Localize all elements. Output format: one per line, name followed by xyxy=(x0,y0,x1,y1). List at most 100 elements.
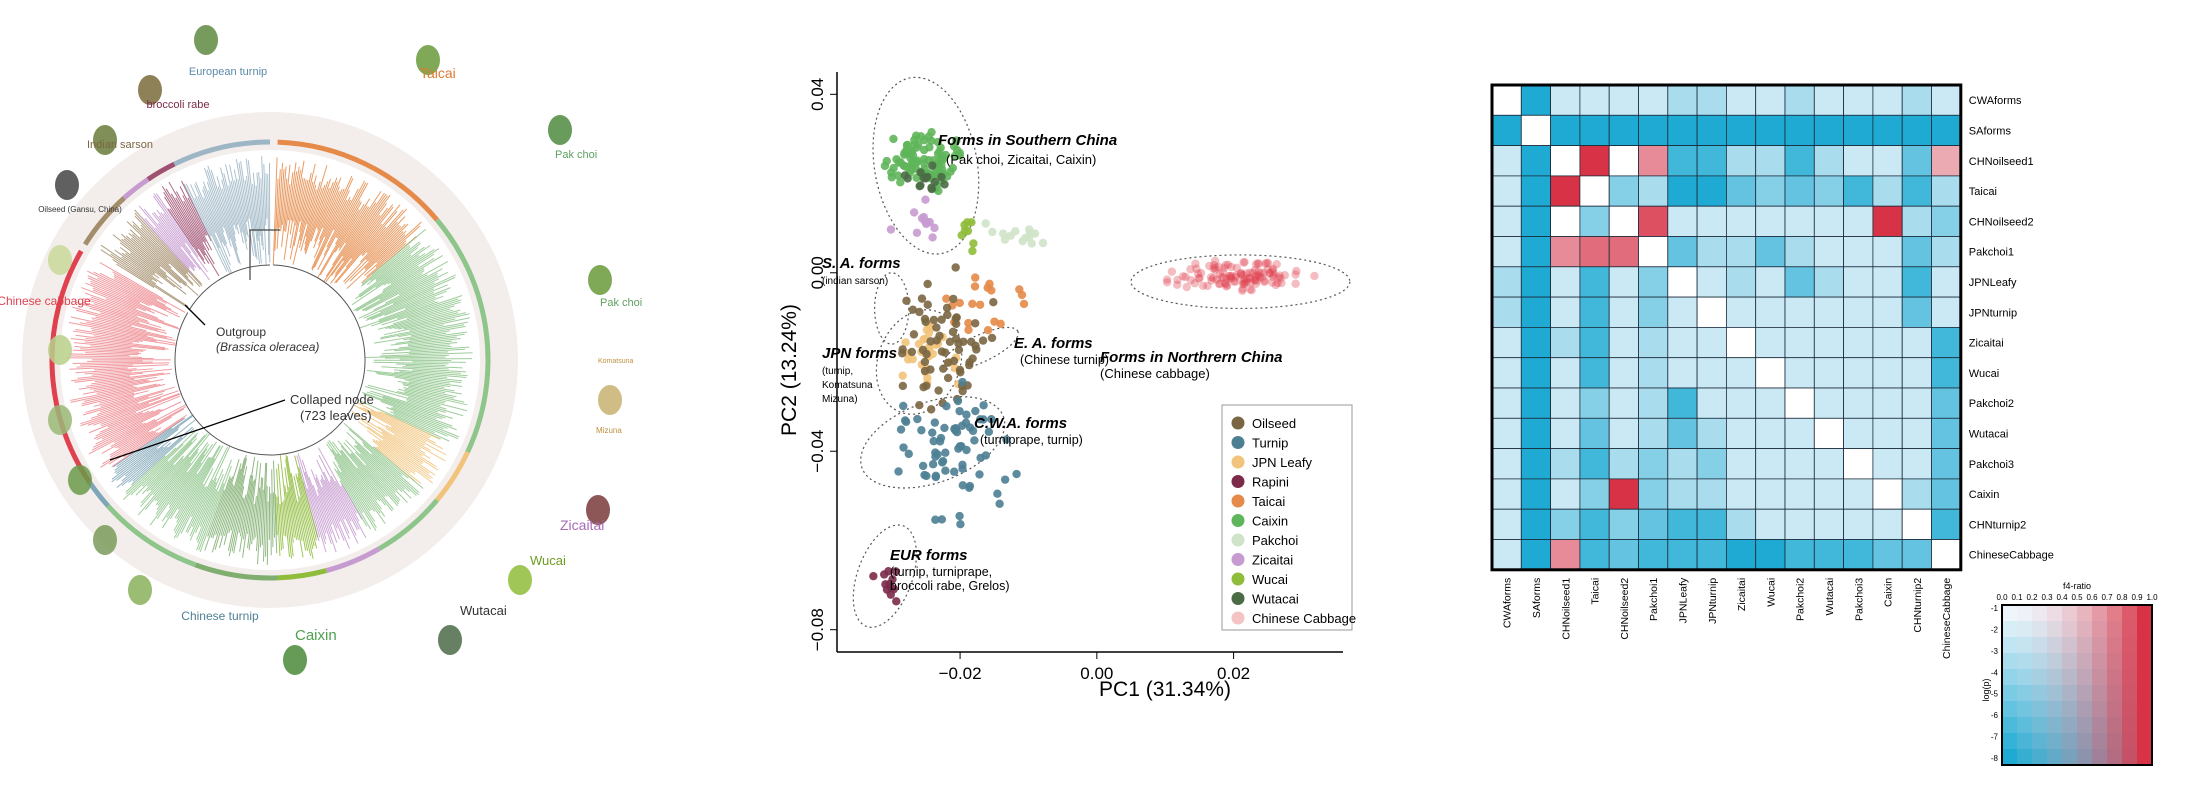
tree-leaf-branch xyxy=(168,454,205,506)
tree-leaf-branch xyxy=(382,439,430,474)
tree-leaf-branch xyxy=(117,416,172,449)
tree-leaf-branch xyxy=(257,477,264,565)
tree-leaf-branch xyxy=(382,397,443,420)
label-caixin: Caixin xyxy=(295,627,337,644)
colorbar-cell xyxy=(2092,701,2108,718)
pca-point xyxy=(937,172,946,182)
tree-leaf-branch xyxy=(294,455,317,541)
pca-point xyxy=(926,405,936,414)
pca-point xyxy=(927,184,936,194)
colorbar-cell xyxy=(2032,605,2048,622)
colorbar-cell xyxy=(2122,685,2138,702)
pca-point xyxy=(928,460,938,469)
tree-leaf-branch xyxy=(128,232,199,296)
tree-leaf-branch xyxy=(176,445,221,523)
tree-leaf-branch xyxy=(221,188,236,235)
tree-leaf-branch xyxy=(307,488,327,553)
tree-leaf-branch xyxy=(406,301,461,319)
pca-point xyxy=(923,300,932,309)
tree-leaf-branch xyxy=(90,402,139,419)
tree-leaf-branch xyxy=(110,421,158,447)
tree-leaf-branch xyxy=(334,481,367,538)
heatmap-cell xyxy=(1755,326,1786,359)
tree-leaf-branch xyxy=(265,173,268,219)
tree-leaf-branch xyxy=(156,448,208,520)
tree-leaf-branch xyxy=(285,459,299,541)
pca-point xyxy=(919,212,929,222)
tree-leaf-branch xyxy=(380,288,435,313)
pca-point xyxy=(955,511,964,521)
colorbar-cell xyxy=(2032,637,2048,654)
pca-point xyxy=(1178,272,1188,281)
heatmap-cell xyxy=(1843,478,1874,510)
heatmap-cell xyxy=(1755,508,1786,540)
heatmap-cell xyxy=(1608,448,1639,480)
tree-leaf-branch xyxy=(80,348,139,353)
heatmap-cell xyxy=(1550,448,1581,480)
heatmap-column-label: SAforms xyxy=(1531,578,1543,618)
tree-leaf-branch xyxy=(179,186,206,236)
vegetable-icon xyxy=(48,245,72,275)
heatmap-cell xyxy=(1872,175,1903,207)
tree-leaf-branch xyxy=(318,454,358,531)
tree-leaf-branch xyxy=(366,391,446,419)
heatmap-cell xyxy=(1520,417,1552,449)
tree-ring-segment xyxy=(435,451,470,502)
tree-leaf-branch xyxy=(404,379,451,388)
tree-leaf-branch xyxy=(295,178,306,226)
tree-leaf-branch xyxy=(265,485,268,557)
pca-point xyxy=(1292,266,1301,276)
tree-leaf-branch xyxy=(385,271,449,304)
tree-leaf-branch xyxy=(317,180,366,271)
tree-leaf-branch xyxy=(153,211,182,248)
pca-y-tick-label: −0.04 xyxy=(808,430,827,473)
colorbar-cell xyxy=(2107,637,2123,654)
legend-swatch xyxy=(1231,455,1245,469)
tree-leaf-branch xyxy=(140,216,194,275)
tree-leaf-branch xyxy=(365,464,400,503)
tree-leaf-branch xyxy=(157,223,195,268)
pca-point xyxy=(886,225,896,234)
colorbar-cell xyxy=(2047,653,2063,670)
pca-point xyxy=(1214,279,1224,289)
heatmap-cell xyxy=(1931,417,1962,449)
tree-leaf-branch xyxy=(340,450,381,502)
tree-leaf-branch xyxy=(362,268,443,312)
heatmap-column-label: CHNoilseed1 xyxy=(1560,578,1572,640)
tree-leaf-branch xyxy=(251,496,257,545)
pca-point xyxy=(898,349,907,358)
tree-leaf-branch xyxy=(168,181,204,243)
heatmap-cell xyxy=(1638,236,1669,268)
tree-leaf-branch xyxy=(155,471,188,515)
pca-point xyxy=(1239,270,1248,280)
colorbar-cell xyxy=(2077,717,2093,734)
legend-swatch xyxy=(1231,436,1245,449)
pca-point xyxy=(976,415,985,424)
tree-leaf-branch xyxy=(397,312,467,330)
tree-leaf-branch xyxy=(125,253,160,279)
heatmap-cell xyxy=(1901,296,1932,328)
pca-point xyxy=(1277,278,1286,288)
pca-point xyxy=(1173,275,1182,285)
legend-label: Zicaitai xyxy=(1252,553,1293,568)
tree-clade-6 xyxy=(194,448,278,581)
tree-leaf-branch xyxy=(290,166,300,221)
tree-leaf-branch xyxy=(183,183,228,272)
label-chinese-turnip: Chinese turnip xyxy=(181,609,259,623)
heatmap-cell xyxy=(1667,175,1698,207)
pca-point xyxy=(970,436,979,445)
tree-leaf-branch xyxy=(340,485,358,514)
colorbar-cell xyxy=(2077,621,2093,638)
tree-leaf-branch xyxy=(389,411,448,437)
heatmap-cell xyxy=(1931,539,1962,571)
pca-point xyxy=(898,371,907,380)
tree-leaf-branch xyxy=(92,287,155,314)
tree-leaf-branch xyxy=(170,193,205,251)
vegetable-icon xyxy=(548,115,572,145)
tree-leaf-branch xyxy=(363,444,419,496)
tree-leaf-branch xyxy=(282,502,287,537)
tree-leaf-branch xyxy=(336,470,364,513)
tree-leaf-branch xyxy=(406,398,464,417)
tree-leaf-branch xyxy=(252,172,262,264)
tree-leaf-branch xyxy=(97,393,164,415)
